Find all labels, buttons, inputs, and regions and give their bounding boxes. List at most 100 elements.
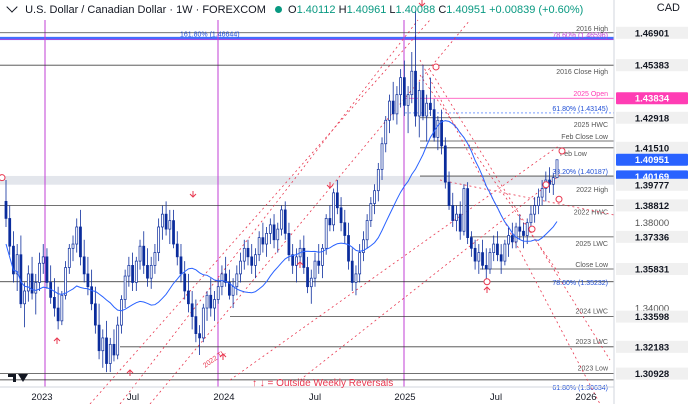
- candle-body-126: [473, 247, 477, 262]
- candle-body-6: [26, 273, 30, 292]
- candle-body-10: [41, 256, 45, 264]
- candle-body-47: [179, 256, 183, 275]
- candle-body-118: [443, 145, 447, 183]
- candle-body-134: [503, 243, 507, 262]
- price-label-3: 1.42918: [635, 113, 669, 124]
- candle-body-136: [510, 235, 514, 243]
- candle-body-51: [194, 316, 198, 335]
- level-label-14: 78.60% (1.35232): [552, 280, 608, 287]
- candle-body-21: [82, 256, 86, 275]
- currency-label[interactable]: CAD: [656, 2, 680, 14]
- candle-body-50: [190, 303, 194, 317]
- candle-body-147: [551, 177, 555, 185]
- reversal-arrow-down-2: [418, 0, 426, 7]
- candle-body-34: [131, 265, 134, 283]
- candle-body-72: [272, 224, 276, 241]
- chevron-down-icon[interactable]: [6, 1, 18, 13]
- candle-body-36: [138, 245, 142, 262]
- level-label-16: 2023 LWC: [575, 339, 608, 346]
- candle-body-49: [187, 290, 190, 305]
- reversal-arrow-up-0: [53, 337, 61, 344]
- candle-body-77: [291, 254, 295, 266]
- candle-body-66: [250, 256, 254, 266]
- candle-body-135: [507, 235, 510, 245]
- candle-body-119: [447, 181, 451, 206]
- reversal-arrow-down-0: [189, 191, 197, 198]
- candle-body-142: [533, 205, 537, 215]
- price-label-5: 1.40951: [635, 155, 670, 166]
- candle-body-74: [280, 209, 283, 230]
- candle-body-8: [34, 282, 38, 294]
- candle-body-1: [8, 218, 12, 247]
- candle-body-37: [142, 245, 146, 266]
- price-label-15: 1.30928: [635, 369, 669, 380]
- candle-body-114: [429, 102, 432, 110]
- level-label-7: Feb Close Low: [561, 134, 609, 141]
- price-label-0: 1.46901: [635, 28, 670, 39]
- candle-body-75: [283, 209, 287, 234]
- level-label-12: 2025 LWC: [575, 241, 608, 248]
- price-tag-bg-3: [616, 111, 688, 124]
- price-label-12: 1.34000: [635, 304, 669, 315]
- level-label-2: 161.80% (1.46644): [180, 31, 240, 38]
- time-tick-label-1: Jul: [127, 392, 139, 403]
- level-label-8: Feb Low: [560, 151, 588, 158]
- candle-body-92: [347, 235, 350, 262]
- candle-body-102: [384, 119, 388, 145]
- candle-body-122: [458, 213, 462, 232]
- candle-body-91: [343, 222, 347, 236]
- candle-body-128: [481, 252, 484, 266]
- pitchfork-line-6: [419, 74, 561, 276]
- candle-body-29: [112, 343, 116, 356]
- candle-body-23: [90, 286, 94, 305]
- level-label-9: 38.20% (1.40187): [552, 169, 608, 176]
- pivot-circle-1: [432, 63, 440, 71]
- candle-body-88: [332, 192, 335, 226]
- price-label-6: 1.40169: [635, 172, 669, 183]
- time-tick-label-4: 2025: [394, 392, 415, 403]
- candle-body-62: [235, 273, 239, 288]
- high-label: H: [338, 4, 347, 16]
- candle-body-148: [555, 159, 559, 179]
- price-tag-2: [616, 92, 688, 105]
- close-label: C: [438, 4, 447, 16]
- candle-body-108: [406, 94, 410, 106]
- candle-body-24: [93, 303, 97, 326]
- level-label-10: 2022 High: [576, 187, 608, 194]
- candle-body-95: [358, 252, 362, 275]
- candle-body-117: [440, 119, 443, 147]
- candle-body-146: [548, 179, 551, 185]
- tradingview-logo-icon: [8, 374, 28, 382]
- fib-band-top: [0, 36, 614, 41]
- candle-body-56: [213, 299, 216, 309]
- level-label-5: 61.80% (1.43145): [552, 106, 608, 113]
- candle-body-99: [373, 190, 376, 204]
- candle-body-123: [462, 188, 466, 232]
- level-label-6: 2025 HWC: [574, 122, 608, 129]
- candle-body-144: [540, 188, 544, 198]
- candle-body-115: [432, 109, 436, 138]
- candle-body-44: [168, 220, 172, 230]
- candle-body-109: [410, 70, 414, 96]
- level-label-0: 2016 High: [576, 26, 608, 33]
- pivot-circle-4: [555, 195, 563, 203]
- symbol-title[interactable]: U.S. Dollar / Canadian Dollar · 1W · FOR…: [25, 4, 266, 16]
- candle-body-73: [276, 228, 280, 241]
- candle-body-110: [414, 70, 417, 117]
- price-label-4: 1.41510: [635, 143, 669, 154]
- price-label-2: 1.43834: [635, 94, 670, 105]
- candle-body-104: [391, 100, 395, 115]
- change-value: +0.00839 (+0.60%): [489, 4, 584, 16]
- candle-body-35: [134, 260, 138, 283]
- candle-body-40: [153, 252, 157, 266]
- candle-body-141: [529, 213, 533, 224]
- candle-body-41: [157, 226, 161, 253]
- candle-body-116: [436, 119, 440, 138]
- price-tag-bg-4: [616, 141, 688, 154]
- candle-body-124: [466, 188, 470, 238]
- moving-average-line: [5, 120, 558, 312]
- level-label-17: 2023 Low: [578, 366, 609, 373]
- candle-body-16: [64, 267, 67, 296]
